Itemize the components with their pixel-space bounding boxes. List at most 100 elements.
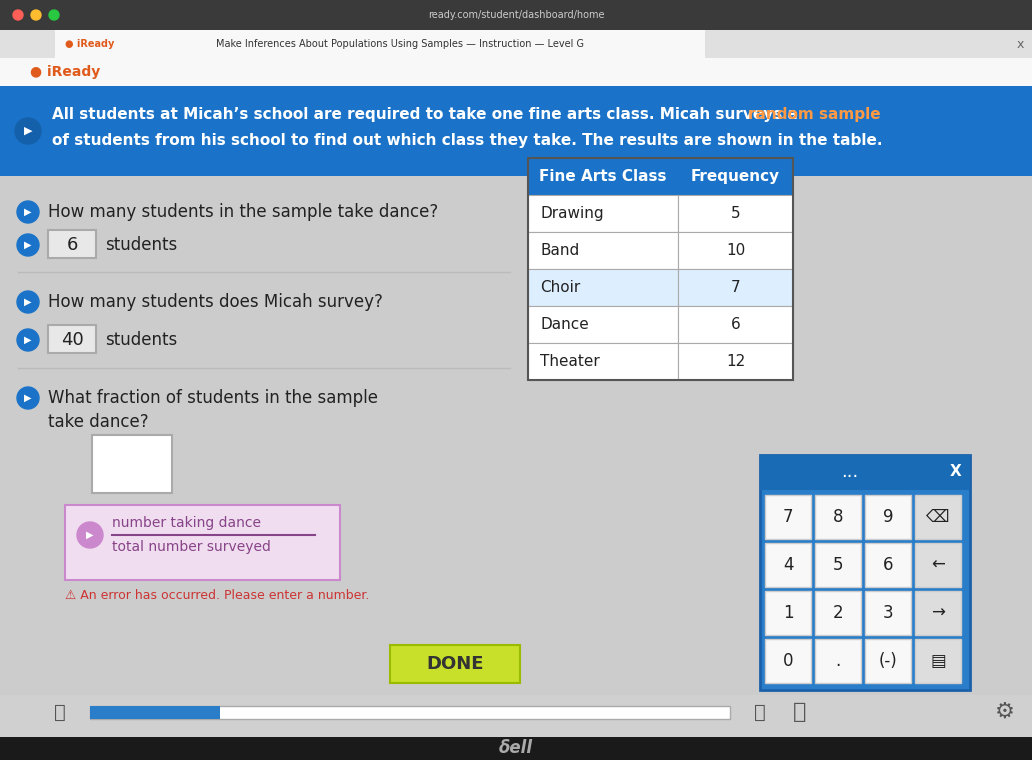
Text: ▤: ▤ bbox=[930, 652, 946, 670]
Text: random sample: random sample bbox=[748, 107, 880, 122]
Bar bbox=[92, 435, 172, 493]
Bar bbox=[0, 176, 1032, 696]
Bar bbox=[55, 30, 705, 58]
Text: 6: 6 bbox=[882, 556, 894, 574]
Circle shape bbox=[17, 329, 39, 351]
Text: ▶: ▶ bbox=[24, 207, 32, 217]
Text: ▶: ▶ bbox=[24, 335, 32, 345]
Text: 6: 6 bbox=[731, 317, 740, 332]
Bar bbox=[0, 86, 1032, 176]
Bar bbox=[865, 495, 911, 539]
Text: 6: 6 bbox=[66, 236, 77, 254]
Bar bbox=[49, 230, 96, 258]
Text: total number surveyed: total number surveyed bbox=[112, 540, 270, 554]
Text: ⌫: ⌫ bbox=[927, 508, 949, 526]
Bar bbox=[0, 58, 1032, 86]
Text: 5: 5 bbox=[731, 206, 740, 221]
Circle shape bbox=[49, 10, 59, 20]
Circle shape bbox=[17, 201, 39, 223]
Text: How many students does Micah survey?: How many students does Micah survey? bbox=[49, 293, 383, 311]
Circle shape bbox=[17, 291, 39, 313]
Text: ⏮: ⏮ bbox=[54, 702, 66, 721]
Text: X: X bbox=[950, 464, 962, 480]
Text: ● iReady: ● iReady bbox=[65, 39, 115, 49]
Bar bbox=[528, 306, 678, 343]
Text: 4: 4 bbox=[782, 556, 794, 574]
Text: ⚠ An error has occurred. Please enter a number.: ⚠ An error has occurred. Please enter a … bbox=[65, 588, 369, 601]
Circle shape bbox=[15, 118, 41, 144]
Text: ▶: ▶ bbox=[24, 393, 32, 403]
Bar bbox=[90, 706, 220, 719]
Text: 2: 2 bbox=[833, 604, 843, 622]
Bar bbox=[678, 158, 793, 195]
Circle shape bbox=[17, 387, 39, 409]
Bar bbox=[528, 195, 678, 232]
Text: ready.com/student/dashboard/home: ready.com/student/dashboard/home bbox=[427, 10, 605, 20]
Text: DONE: DONE bbox=[426, 655, 484, 673]
Bar bbox=[528, 232, 678, 269]
Bar bbox=[815, 495, 861, 539]
Bar bbox=[528, 158, 678, 195]
Text: 8: 8 bbox=[833, 508, 843, 526]
Bar bbox=[0, 30, 1032, 58]
Text: 9: 9 bbox=[882, 508, 894, 526]
Bar bbox=[678, 269, 793, 306]
Bar bbox=[65, 505, 340, 580]
Text: ←: ← bbox=[931, 556, 945, 574]
Bar bbox=[678, 343, 793, 380]
Text: Band: Band bbox=[540, 243, 579, 258]
Text: ▶: ▶ bbox=[24, 126, 32, 136]
Text: 3: 3 bbox=[882, 604, 894, 622]
Text: 7: 7 bbox=[782, 508, 794, 526]
Bar bbox=[528, 343, 678, 380]
Text: ⚙: ⚙ bbox=[995, 702, 1015, 722]
Bar bbox=[678, 195, 793, 232]
Bar bbox=[765, 639, 811, 683]
Bar bbox=[865, 639, 911, 683]
Bar bbox=[0, 695, 1032, 737]
Text: .: . bbox=[835, 652, 841, 670]
Bar bbox=[915, 639, 961, 683]
Text: Choir: Choir bbox=[540, 280, 580, 295]
Text: ▶: ▶ bbox=[87, 530, 94, 540]
Text: Fine Arts Class: Fine Arts Class bbox=[540, 169, 667, 184]
Bar bbox=[678, 232, 793, 269]
Bar bbox=[865, 591, 911, 635]
Circle shape bbox=[17, 234, 39, 256]
Text: ⏸: ⏸ bbox=[794, 702, 807, 722]
Text: Theater: Theater bbox=[540, 354, 600, 369]
Text: Dance: Dance bbox=[540, 317, 588, 332]
Bar bbox=[765, 543, 811, 587]
Text: x: x bbox=[1017, 37, 1024, 50]
Text: Drawing: Drawing bbox=[540, 206, 604, 221]
Bar bbox=[528, 158, 793, 380]
Bar bbox=[0, 737, 1032, 760]
Text: ...: ... bbox=[841, 463, 859, 481]
Bar bbox=[760, 455, 970, 690]
Text: 7: 7 bbox=[731, 280, 740, 295]
Text: What fraction of students in the sample: What fraction of students in the sample bbox=[49, 389, 378, 407]
Text: ● iReady: ● iReady bbox=[30, 65, 100, 79]
Bar bbox=[765, 495, 811, 539]
Bar bbox=[528, 269, 678, 306]
Bar bbox=[815, 591, 861, 635]
Text: (-): (-) bbox=[878, 652, 898, 670]
Text: 10: 10 bbox=[725, 243, 745, 258]
Bar bbox=[915, 543, 961, 587]
Text: ▶: ▶ bbox=[24, 240, 32, 250]
Bar bbox=[765, 591, 811, 635]
Text: students: students bbox=[105, 236, 178, 254]
Text: How many students in the sample take dance?: How many students in the sample take dan… bbox=[49, 203, 439, 221]
Text: students: students bbox=[105, 331, 178, 349]
Bar bbox=[678, 306, 793, 343]
Text: All students at Micah’s school are required to take one fine arts class. Micah s: All students at Micah’s school are requi… bbox=[52, 107, 803, 122]
Bar bbox=[915, 591, 961, 635]
Bar bbox=[0, 0, 1032, 30]
Text: →: → bbox=[931, 604, 945, 622]
Bar bbox=[865, 543, 911, 587]
Text: Make Inferences About Populations Using Samples — Instruction — Level G: Make Inferences About Populations Using … bbox=[216, 39, 584, 49]
Bar bbox=[49, 325, 96, 353]
Text: 40: 40 bbox=[61, 331, 84, 349]
Text: Frequency: Frequency bbox=[691, 169, 780, 184]
Text: take dance?: take dance? bbox=[49, 413, 149, 431]
